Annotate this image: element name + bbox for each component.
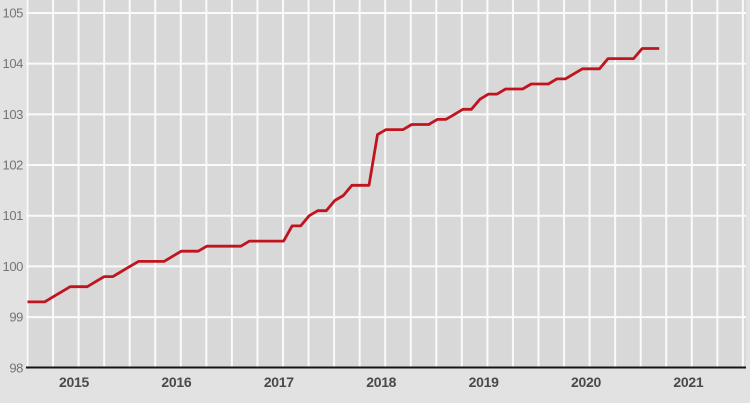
x-axis-label: 2018 [366, 374, 396, 390]
x-axis-label: 2020 [571, 374, 601, 390]
y-axis-label: 100 [3, 259, 24, 274]
x-axis-label: 2017 [264, 374, 294, 390]
x-axis-label: 2021 [673, 374, 703, 390]
y-axis-label: 104 [3, 56, 24, 71]
y-axis-label: 102 [3, 158, 24, 173]
horizontal-gridlines [26, 11, 746, 319]
y-axis-label: 105 [3, 5, 24, 20]
x-axis-label: 2015 [59, 374, 89, 390]
y-axis-label: 101 [3, 208, 24, 223]
x-axis-label: 2016 [161, 374, 191, 390]
x-axis-labels: 2015 2016 2017 2018 2019 2020 2021 [59, 374, 704, 390]
y-axis-label: 103 [3, 107, 24, 122]
x-axis-label: 2019 [469, 374, 499, 390]
series-line [27, 47, 660, 304]
y-axis-label: 98 [9, 360, 23, 375]
y-axis-label: 99 [9, 310, 23, 325]
vertical-gridlines [26, 0, 744, 368]
y-axis-labels: 98 99 100 101 102 103 104 105 [3, 5, 24, 375]
